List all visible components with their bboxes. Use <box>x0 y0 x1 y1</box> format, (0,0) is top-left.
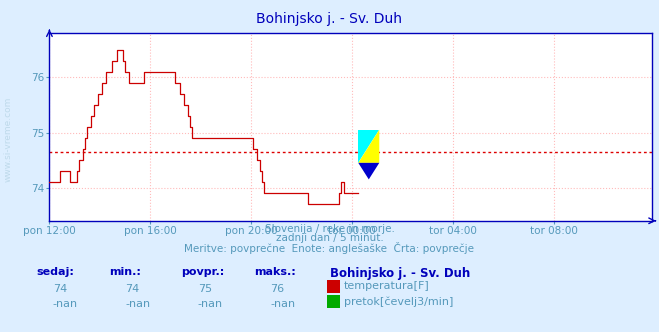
Text: 74: 74 <box>125 284 140 294</box>
Text: povpr.:: povpr.: <box>181 267 225 277</box>
Text: www.si-vreme.com: www.si-vreme.com <box>3 97 13 182</box>
Text: Bohinjsko j. - Sv. Duh: Bohinjsko j. - Sv. Duh <box>330 267 470 280</box>
Text: 75: 75 <box>198 284 212 294</box>
Text: Slovenija / reke in morje.: Slovenija / reke in morje. <box>264 224 395 234</box>
Polygon shape <box>358 130 380 163</box>
Text: 74: 74 <box>53 284 67 294</box>
Text: Meritve: povprečne  Enote: anglešaške  Črta: povprečje: Meritve: povprečne Enote: anglešaške Črt… <box>185 242 474 254</box>
Text: -nan: -nan <box>53 299 78 309</box>
Text: 76: 76 <box>270 284 284 294</box>
Text: Bohinjsko j. - Sv. Duh: Bohinjsko j. - Sv. Duh <box>256 12 403 26</box>
Text: sedaj:: sedaj: <box>36 267 74 277</box>
Text: -nan: -nan <box>198 299 223 309</box>
Text: -nan: -nan <box>125 299 150 309</box>
Text: pretok[čevelj3/min]: pretok[čevelj3/min] <box>344 296 453 307</box>
Text: temperatura[F]: temperatura[F] <box>344 281 430 291</box>
Text: -nan: -nan <box>270 299 295 309</box>
Polygon shape <box>358 130 380 163</box>
Text: min.:: min.: <box>109 267 140 277</box>
Text: zadnji dan / 5 minut.: zadnji dan / 5 minut. <box>275 233 384 243</box>
Text: maks.:: maks.: <box>254 267 295 277</box>
Polygon shape <box>358 163 380 179</box>
